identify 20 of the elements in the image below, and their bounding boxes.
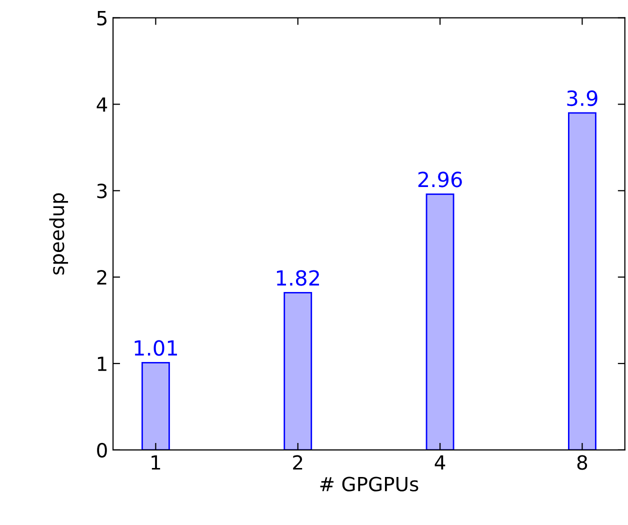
x-tick-label: 4 bbox=[434, 455, 446, 470]
x-axis-title: # GPGPUs bbox=[320, 476, 418, 492]
y-tick-label: 1 bbox=[98, 356, 106, 371]
bar bbox=[284, 292, 312, 450]
y-axis-title: speedup bbox=[49, 193, 68, 275]
data-label: 3.9 bbox=[567, 90, 598, 106]
data-label: 2.96 bbox=[418, 172, 462, 188]
y-tick-label: 5 bbox=[97, 11, 106, 26]
y-tick-label: 3 bbox=[97, 184, 107, 198]
y-tick-label: 0 bbox=[97, 442, 107, 458]
x-tick-label: 8 bbox=[577, 455, 588, 470]
bar bbox=[568, 112, 596, 450]
bar bbox=[426, 193, 454, 450]
y-tick-label: 4 bbox=[96, 97, 108, 112]
bar bbox=[141, 362, 170, 450]
data-label: 1.82 bbox=[276, 270, 319, 286]
data-label: 1.01 bbox=[134, 340, 177, 356]
x-tick-label: 2 bbox=[293, 455, 302, 470]
x-tick-label: 1 bbox=[152, 455, 160, 470]
y-tick-label: 2 bbox=[97, 270, 106, 284]
